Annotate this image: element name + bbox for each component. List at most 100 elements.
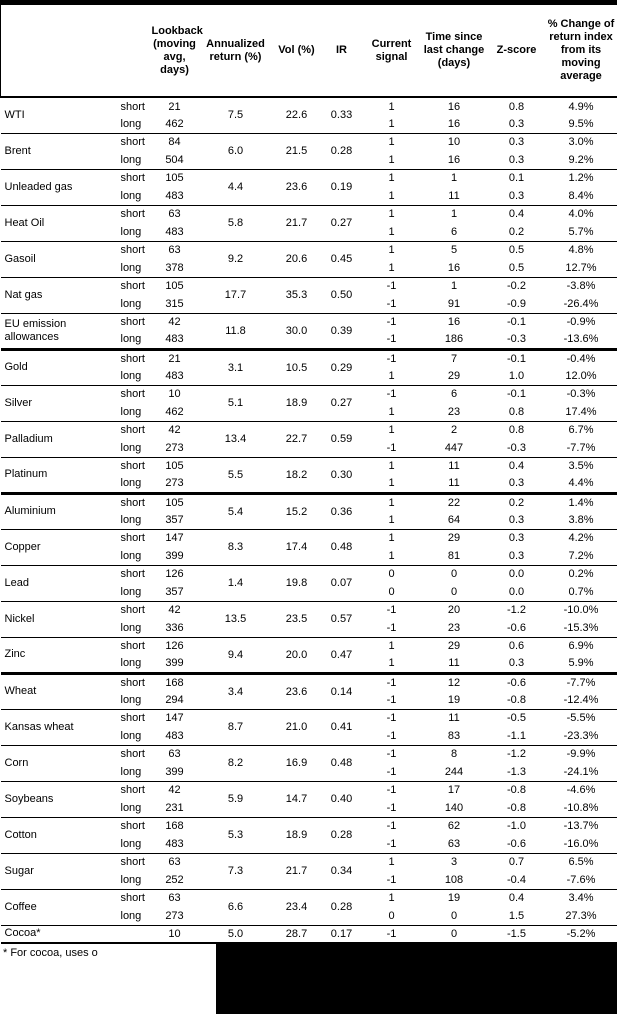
column-header-annualized-return: Annualized return (%)	[198, 5, 273, 98]
zscore-cell: 0.4	[508, 208, 525, 221]
current-signal-cell: 1	[388, 496, 395, 509]
current-signal-cell: -1	[386, 333, 397, 346]
ir-cell: 0.47	[330, 648, 353, 661]
time-since-cell: 91	[447, 297, 461, 310]
commodity-group-aluminium: Aluminium short 105 5.4 15.2 0.36 1 22 0.2 1.4% lo…	[0, 493, 617, 529]
side-cell: long	[120, 549, 142, 562]
zscore-cell: -0.9	[507, 297, 526, 310]
column-header-vol: Vol (%)	[272, 5, 321, 98]
commodity-name-cell: Wheat	[4, 685, 37, 697]
side-cell: long	[120, 117, 142, 130]
time-since-cell: 16	[447, 100, 461, 113]
column-header-current-signal: Current signal	[362, 5, 421, 98]
table-row: long 315 -1 91 -0.9 -26.4%	[1, 295, 617, 313]
current-signal-cell: 1	[388, 892, 395, 905]
time-since-cell: 17	[447, 784, 461, 797]
lookback-cell: 42	[168, 316, 181, 329]
side-cell: short	[120, 280, 145, 293]
time-since-cell: 16	[447, 153, 461, 166]
time-since-cell: 19	[447, 693, 461, 706]
commodity-name-cell: Corn	[4, 756, 29, 769]
current-signal-cell: 1	[388, 657, 395, 670]
pct-change-cell: 8.4%	[568, 189, 594, 202]
current-signal-cell: -1	[386, 297, 397, 310]
current-signal-cell: -1	[386, 784, 397, 797]
time-since-cell: 244	[444, 765, 464, 778]
lookback-cell: 63	[168, 892, 181, 905]
current-signal-cell: -1	[386, 820, 397, 833]
commodity-group-kansas-wheat: Kansas wheat short 147 8.7 21.0 0.41 -1 11 -0.5 -…	[0, 709, 617, 745]
time-since-cell: 64	[447, 513, 461, 526]
zscore-cell: 0.3	[508, 532, 525, 545]
current-signal-cell: -1	[386, 837, 397, 850]
commodity-name-cell: Lead	[4, 576, 29, 589]
vol-cell: 20.0	[285, 648, 308, 661]
lookback-cell: 10	[168, 388, 181, 401]
commodity-name-cell: Kansas wheat	[4, 720, 74, 733]
side-cell: long	[120, 513, 142, 526]
table-row: long 273 0 0 1.5 27.3%	[1, 907, 617, 925]
lookback-cell: 63	[168, 208, 181, 221]
table-row: long 483 -1 83 -1.1 -23.3%	[1, 727, 617, 745]
commodity-group-gold: Gold short 21 3.1 10.5 0.29 -1 7 -0.1 -0.4% long 48…	[0, 349, 617, 385]
time-since-cell: 62	[447, 820, 461, 833]
table-row: long 273 -1 447 -0.3 -7.7%	[1, 439, 617, 457]
table-row: long 462 1 16 0.3 9.5%	[1, 115, 617, 133]
annualized-return-cell: 8.3	[227, 541, 244, 553]
lookback-cell: 357	[165, 513, 184, 526]
time-since-cell: 0	[450, 585, 458, 598]
time-since-cell: 23	[447, 621, 461, 634]
pct-change-cell: -26.4%	[563, 297, 599, 310]
commodity-name-cell: Nickel	[4, 612, 35, 625]
lookback-cell: 42	[168, 424, 181, 437]
side-cell: long	[120, 297, 142, 310]
table-row: Gold short 21 3.1 10.5 0.29 -1 7 -0.1 -0.4%	[1, 349, 617, 374]
table-row: Sugar short 63 7.3 21.7 0.34 1 3 0.7 6.5%	[1, 853, 617, 877]
side-cell: long	[120, 369, 142, 382]
header-row: Lookback (moving avg, days) Annualized re…	[0, 5, 617, 98]
ir-cell: 0.36	[330, 505, 353, 518]
lookback-cell: 399	[165, 765, 184, 778]
time-since-cell: 20	[447, 604, 461, 617]
lookback-cell: 483	[165, 189, 184, 202]
current-signal-cell: 1	[388, 460, 395, 473]
commodity-name-cell: Aluminium	[4, 505, 56, 517]
pct-change-cell: -13.7%	[563, 820, 599, 833]
table-row: Coffee short 63 6.6 23.4 0.28 1 19 0.4 3.4%	[1, 889, 617, 913]
ir-cell: 0.50	[330, 289, 353, 301]
time-since-cell: 1	[450, 280, 458, 293]
zscore-cell: 0.2	[508, 496, 525, 509]
pct-change-cell: -7.6%	[566, 873, 596, 886]
current-signal-cell: 1	[388, 640, 395, 653]
time-since-cell: 108	[444, 873, 464, 886]
current-signal-cell: -1	[386, 352, 397, 365]
zscore-cell: -0.8	[507, 801, 526, 814]
zscore-cell: 0.6	[508, 640, 525, 653]
ir-cell: 0.39	[330, 324, 353, 337]
zscore-cell: -0.1	[507, 316, 526, 329]
table-row: Gasoil short 63 9.2 20.6 0.45 1 5 0.5 4.8%	[1, 241, 617, 265]
lookback-cell: 315	[165, 297, 184, 310]
zscore-cell: -0.1	[507, 352, 526, 365]
table-row: long 483 1 6 0.2 5.7%	[1, 223, 617, 241]
zscore-cell: 0.2	[508, 225, 525, 238]
lookback-cell: 483	[165, 837, 184, 850]
current-signal-cell: -1	[386, 693, 397, 706]
table-row: WTI short 21 7.5 22.6 0.33 1 16 0.8 4.9%	[1, 97, 617, 122]
current-signal-cell: 1	[388, 153, 395, 166]
annualized-return-cell: 8.2	[227, 757, 244, 769]
commodity-group-corn: Corn short 63 8.2 16.9 0.48 -1 8 -1.2 -9.9% long 39…	[0, 745, 617, 781]
annualized-return-cell: 3.4	[227, 685, 244, 698]
time-since-cell: 186	[444, 333, 464, 346]
lookback-cell: 105	[165, 280, 184, 293]
time-since-cell: 16	[447, 117, 461, 130]
annualized-return-cell: 9.2	[227, 253, 244, 265]
table-row: long 273 1 11 0.3 4.4%	[1, 475, 617, 493]
time-since-cell: 5	[450, 244, 458, 257]
current-signal-cell: -1	[386, 441, 397, 454]
pct-change-cell: 7.2%	[568, 549, 594, 562]
vol-cell: 23.4	[285, 901, 308, 913]
current-signal-cell: 1	[388, 117, 395, 130]
time-since-cell: 1	[450, 208, 458, 221]
zscore-cell: 0.8	[508, 100, 525, 113]
